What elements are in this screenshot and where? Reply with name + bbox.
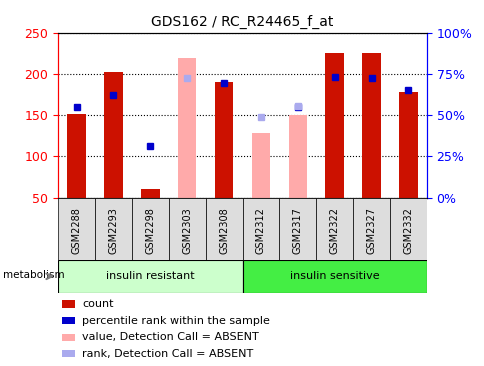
Bar [279, 198, 316, 260]
Text: GSM2303: GSM2303 [182, 207, 192, 254]
Bar [95, 198, 132, 260]
Bar [104, 72, 122, 198]
Bar [242, 260, 426, 293]
Bar [67, 114, 86, 198]
Bar [168, 198, 205, 260]
Bar [62, 300, 75, 308]
Text: insulin resistant: insulin resistant [106, 271, 194, 281]
Bar [288, 115, 306, 198]
Text: GSM2293: GSM2293 [108, 207, 118, 254]
Bar [352, 198, 389, 260]
Text: GSM2298: GSM2298 [145, 207, 155, 254]
Text: insulin sensitive: insulin sensitive [289, 271, 378, 281]
Bar [132, 198, 168, 260]
Bar [398, 92, 417, 198]
Bar [205, 198, 242, 260]
Text: GDS162 / RC_R24465_f_at: GDS162 / RC_R24465_f_at [151, 15, 333, 29]
Text: rank, Detection Call = ABSENT: rank, Detection Call = ABSENT [82, 349, 253, 359]
Text: percentile rank within the sample: percentile rank within the sample [82, 316, 270, 326]
Text: GSM2288: GSM2288 [72, 207, 81, 254]
Bar [242, 198, 279, 260]
Bar [58, 198, 95, 260]
Bar [58, 260, 242, 293]
Bar [325, 53, 343, 198]
Bar [214, 82, 233, 198]
Bar [141, 190, 159, 198]
Bar [362, 53, 380, 198]
Text: metabolism: metabolism [3, 270, 64, 280]
Bar [251, 132, 270, 198]
Text: count: count [82, 299, 113, 309]
Bar [316, 198, 352, 260]
Text: GSM2312: GSM2312 [256, 207, 265, 254]
Text: GSM2322: GSM2322 [329, 207, 339, 254]
Bar [62, 317, 75, 324]
Bar [178, 58, 196, 198]
Text: GSM2327: GSM2327 [366, 207, 376, 254]
Text: GSM2317: GSM2317 [292, 207, 302, 254]
Bar [62, 350, 75, 357]
Text: value, Detection Call = ABSENT: value, Detection Call = ABSENT [82, 332, 258, 343]
Bar [62, 333, 75, 341]
Bar [389, 198, 426, 260]
Text: GSM2332: GSM2332 [403, 207, 412, 254]
Text: GSM2308: GSM2308 [219, 207, 228, 254]
